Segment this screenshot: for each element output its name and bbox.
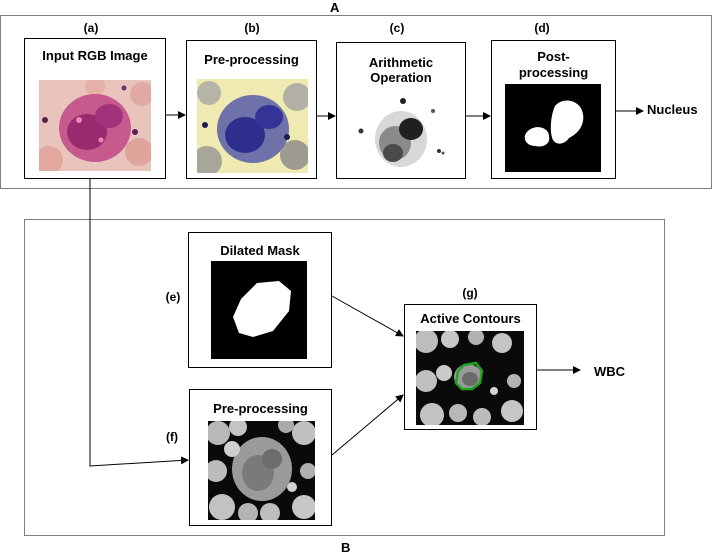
- dilated-mask-image: [211, 261, 307, 359]
- step-c-title-line1: Arithmetic: [368, 55, 434, 70]
- input-rgb-image: [39, 80, 151, 171]
- section-b-label: B: [341, 540, 351, 555]
- step-b-box: Pre-processing: [186, 40, 317, 179]
- step-c-box: Arithmetic Operation: [336, 42, 466, 179]
- step-e-box: Dilated Mask: [188, 232, 332, 368]
- step-f-title: Pre-processing: [213, 401, 308, 416]
- section-a-label: A: [330, 0, 340, 15]
- nucleus-output-label: Nucleus: [647, 102, 698, 117]
- wbc-output-label: WBC: [594, 364, 626, 379]
- active-contour-outline: [454, 361, 484, 391]
- step-d-title-line1: Post-: [537, 49, 570, 64]
- step-f-box: Pre-processing: [189, 389, 332, 526]
- step-c-letter: (c): [389, 21, 405, 35]
- active-contours-image: [416, 331, 524, 425]
- step-g-box: Active Contours: [404, 304, 537, 430]
- step-f-letter: (f): [166, 430, 178, 444]
- step-d-title-line2: processing: [518, 65, 589, 80]
- step-e-title: Dilated Mask: [220, 243, 300, 258]
- step-a-box: Input RGB Image: [24, 38, 166, 179]
- section-a-frame: [0, 15, 712, 189]
- step-a-letter: (a): [83, 21, 99, 35]
- nucleus-mask-image: [505, 84, 601, 172]
- step-a-title: Input RGB Image: [42, 48, 148, 63]
- step-d-letter: (d): [534, 21, 550, 35]
- step-c-title-line2: Operation: [370, 70, 432, 85]
- preprocessed-grayscale-image: [208, 421, 315, 520]
- section-b-frame: [24, 219, 665, 536]
- step-g-letter: (g): [462, 286, 478, 300]
- step-e-letter: (e): [165, 290, 181, 304]
- step-g-title: Active Contours: [420, 311, 521, 326]
- arithmetic-result-image: [353, 91, 453, 175]
- step-d-box: Post- processing: [491, 40, 616, 179]
- preprocessed-image: [197, 79, 308, 173]
- step-b-letter: (b): [244, 21, 260, 35]
- step-b-title: Pre-processing: [204, 52, 299, 67]
